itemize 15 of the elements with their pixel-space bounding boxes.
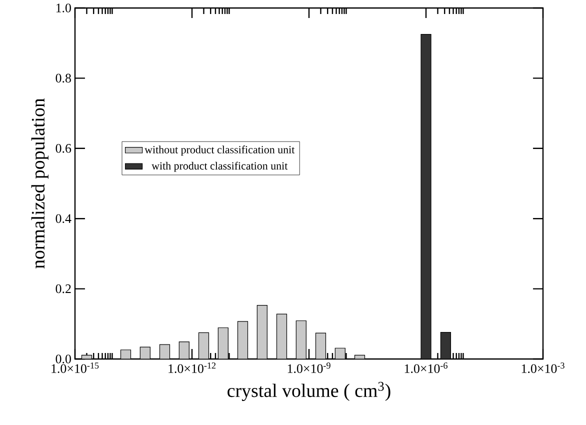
y-tick-label: 0.4 — [56, 214, 72, 223]
y-tick-label: 1.0 — [56, 4, 71, 12]
y-tick-label: 0.2 — [56, 284, 71, 294]
x-tick-label: 1.0×10$^{-12}$ — [168, 362, 216, 374]
y-axis-title: normalized population — [31, 98, 48, 268]
x-tick-label: 1.0×10$^{-3}$ — [522, 362, 564, 374]
y-tick-label: 0.8 — [56, 74, 71, 83]
legend-label: with product classification unit — [152, 162, 288, 172]
x-axis-title: crystal volume ( cm$^{3}$) — [228, 382, 390, 401]
x-tick-label: 1.0×10$^{-9}$ — [288, 362, 330, 374]
x-tick-label: 1.0×10$^{-6}$ — [404, 362, 448, 374]
y-tick-label: 0.0 — [56, 354, 71, 364]
legend-label: without product classification unit — [144, 146, 295, 156]
y-tick-label: 0.6 — [56, 144, 72, 153]
x-tick-label: 1.0×10$^{-15}$ — [52, 362, 99, 374]
